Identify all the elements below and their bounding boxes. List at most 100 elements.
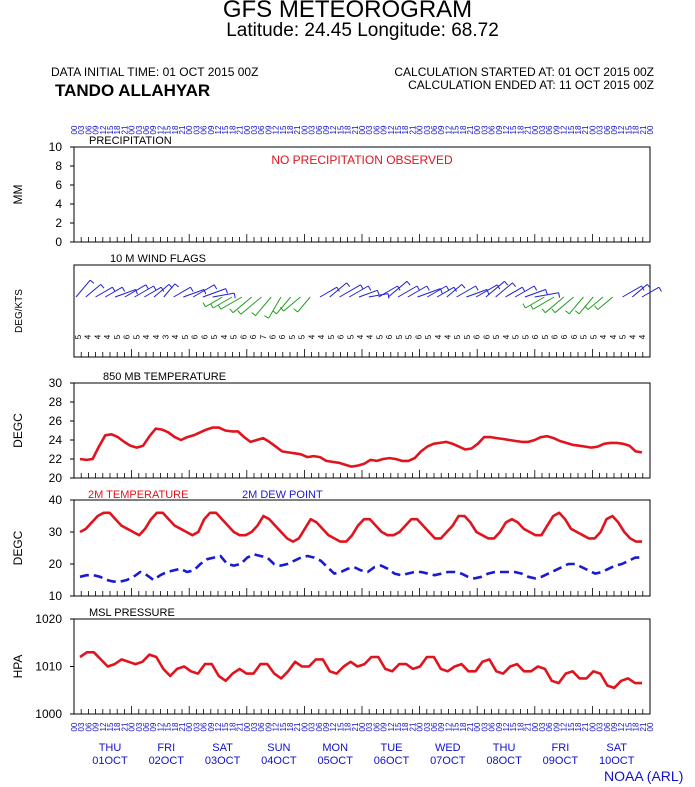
day-date-label: 03OCT xyxy=(205,755,241,767)
top-hour-label: 15 xyxy=(106,125,115,134)
wind-barb xyxy=(173,286,191,298)
top-hour-label: 12 xyxy=(329,125,338,134)
top-hour-label: 00 xyxy=(300,125,309,134)
bottom-hour-label: 18 xyxy=(459,722,468,731)
wind-speed-label: 5 xyxy=(230,334,239,339)
top-hour-label: 12 xyxy=(99,125,108,134)
bottom-hour-label: 18 xyxy=(286,722,295,731)
top-hour-label: 18 xyxy=(459,125,468,134)
t850-ytick-label: 24 xyxy=(49,433,63,447)
day-of-week-label: SAT xyxy=(606,742,627,754)
wind-barb-flag xyxy=(545,289,548,295)
top-hour-label: 03 xyxy=(308,125,317,134)
day-of-week-label: SUN xyxy=(267,742,290,754)
bottom-hour-label: 15 xyxy=(567,722,576,731)
wind-barb xyxy=(554,296,575,314)
wind-barb-flag xyxy=(112,286,116,292)
bottom-hour-label: 12 xyxy=(387,722,396,731)
bottom-hour-label: 00 xyxy=(473,722,482,731)
top-hour-label: 00 xyxy=(416,125,425,134)
wind-speed-label: 6 xyxy=(385,334,394,339)
wind-barb-flag xyxy=(346,282,351,288)
wind-speed-label: 4 xyxy=(142,334,151,339)
bottom-hour-label: 03 xyxy=(596,722,605,731)
bottom-hour-label: 18 xyxy=(113,722,122,731)
bottom-hour-label: 06 xyxy=(200,722,209,731)
bottom-hour-label: 12 xyxy=(272,722,281,731)
top-hour-label: 15 xyxy=(509,125,518,134)
day-of-week-label: THU xyxy=(493,742,516,754)
top-hour-label: 12 xyxy=(444,125,453,134)
wind-title: 10 M WIND FLAGS xyxy=(110,253,206,265)
day-of-week-label: TUE xyxy=(381,742,403,754)
wind-barb-flag xyxy=(210,303,214,309)
bottom-hour-label: 21 xyxy=(293,722,302,731)
top-hour-label: 06 xyxy=(372,125,381,134)
wind-speed-label: 6 xyxy=(239,334,248,339)
top-hour-label: 12 xyxy=(156,125,165,134)
top-hour-label: 06 xyxy=(315,125,324,134)
bottom-hour-label: 06 xyxy=(603,722,612,731)
wind-speed-label: 5 xyxy=(346,334,355,339)
t850-title: 850 MB TEMPERATURE xyxy=(103,371,226,383)
wind-barb xyxy=(268,296,282,319)
wind-barb-flag xyxy=(376,290,380,296)
wind-speed-label: 4 xyxy=(366,334,375,339)
wind-barb xyxy=(283,296,301,312)
bottom-hour-label: 18 xyxy=(344,722,353,731)
wind-speed-label: 6 xyxy=(200,334,209,339)
wind-barb-flag xyxy=(594,305,599,310)
top-hour-label: 06 xyxy=(488,125,497,134)
wind-barb xyxy=(297,296,311,313)
day-date-label: 02OCT xyxy=(149,755,185,767)
wind-speed-label: 4 xyxy=(434,334,443,339)
wind-barb-flag xyxy=(387,293,390,299)
wind-speed-label: 6 xyxy=(191,334,200,339)
wind-barb xyxy=(183,289,205,298)
wind-speed-label: 5 xyxy=(327,334,336,339)
top-hour-label: 00 xyxy=(185,125,194,134)
pressure-ytick-label: 1010 xyxy=(35,660,62,674)
wind-barb xyxy=(124,284,147,298)
wind-barb xyxy=(114,289,136,298)
precipitation-ytick-label: 0 xyxy=(55,235,62,249)
top-hour-label: 00 xyxy=(646,125,655,134)
top-hour-label: 18 xyxy=(516,125,525,134)
precipitation-ytick-label: 8 xyxy=(55,159,62,173)
wind-speed-label: 4 xyxy=(84,334,93,339)
wind-speed-label: 4 xyxy=(638,334,647,339)
bottom-hour-label: 12 xyxy=(329,722,338,731)
bottom-hour-label: 18 xyxy=(171,722,180,731)
wind-barb xyxy=(495,282,513,298)
bottom-hour-label: 09 xyxy=(149,722,158,731)
bottom-hour-label: 15 xyxy=(106,722,115,731)
top-hour-label: 12 xyxy=(617,125,626,134)
wind-barb-flag xyxy=(225,288,228,294)
wind-speed-label: 6 xyxy=(414,334,423,339)
top-hour-label: 21 xyxy=(581,125,590,134)
precipitation-ytick-label: 10 xyxy=(49,140,63,154)
wind-speed-label: 6 xyxy=(268,334,277,339)
wind-barb-flag xyxy=(504,280,509,286)
top-hour-label: 03 xyxy=(135,125,144,134)
wind-barb xyxy=(466,289,488,298)
surface_temp-ytick-label: 30 xyxy=(49,525,63,539)
wind-barb xyxy=(524,289,546,298)
top-hour-label: 09 xyxy=(495,125,504,134)
wind-speed-label: 5 xyxy=(463,334,472,339)
bottom-hour-label: 09 xyxy=(264,722,273,731)
wind-speed-label: 4 xyxy=(307,334,316,339)
top-hour-label: 21 xyxy=(466,125,475,134)
bottom-hour-label: 00 xyxy=(243,722,252,731)
bottom-hour-label: 12 xyxy=(617,722,626,731)
wind-barb-flag xyxy=(213,284,218,290)
bottom-hour-label: 12 xyxy=(156,722,165,731)
top-hour-label: 18 xyxy=(632,125,641,134)
bottom-hour-label: 15 xyxy=(336,722,345,731)
wind-barb-flag xyxy=(89,279,95,284)
wind-barb-flag xyxy=(174,283,180,288)
top-hour-label: 06 xyxy=(603,125,612,134)
surface_temp-frame xyxy=(73,499,651,597)
top-hour-label: 21 xyxy=(639,125,648,134)
bottom-hour-label: 15 xyxy=(624,722,633,731)
